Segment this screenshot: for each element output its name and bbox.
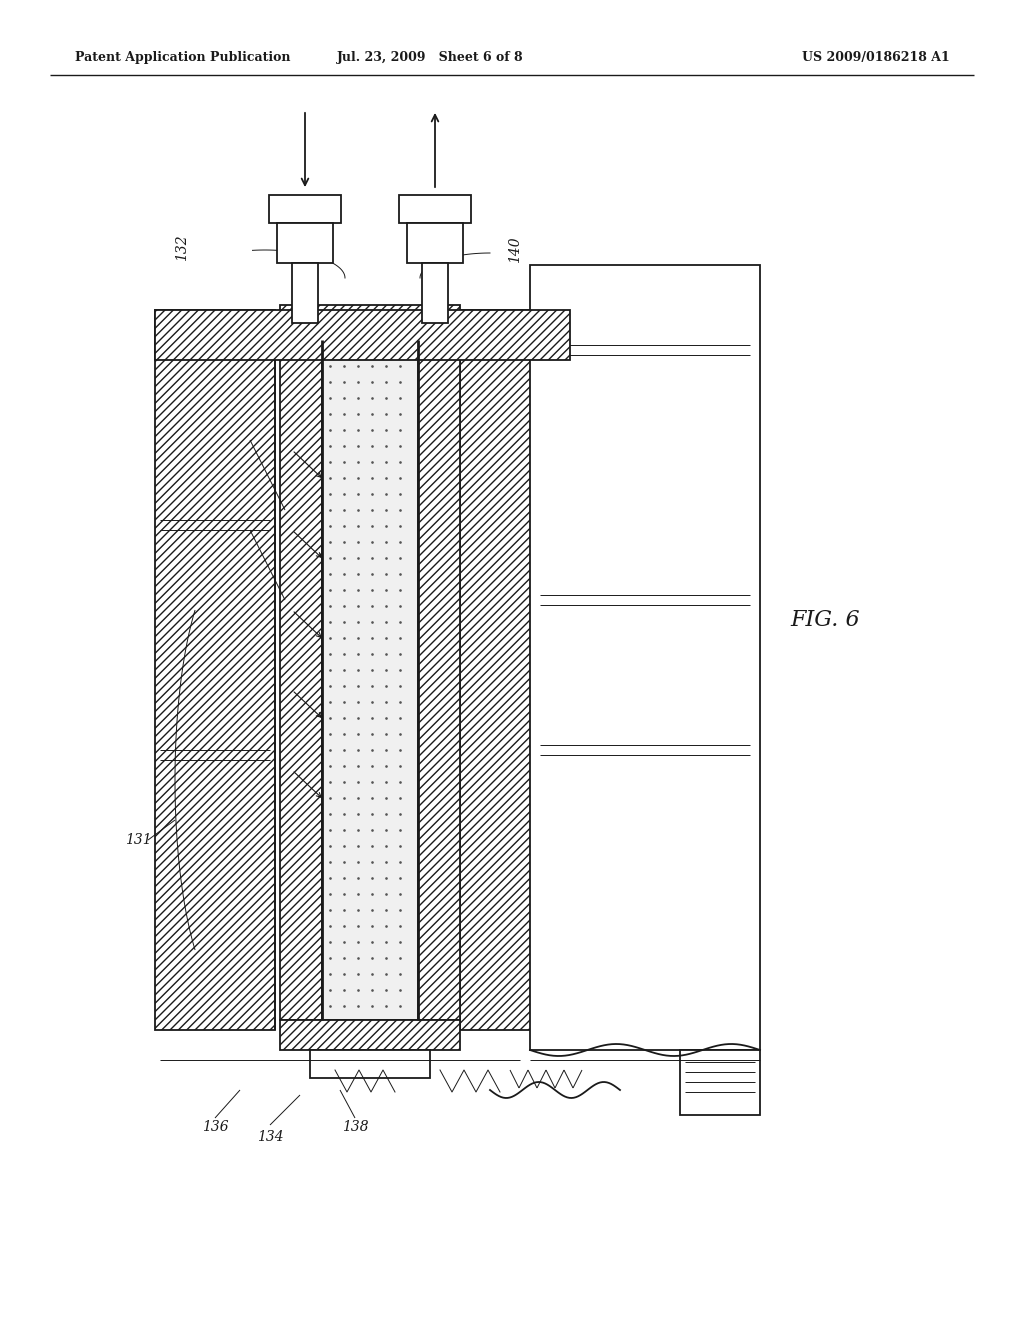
Bar — [269, 195, 341, 223]
Bar — [280, 305, 460, 341]
Bar — [292, 263, 318, 323]
Bar — [418, 341, 460, 1020]
Bar — [278, 223, 333, 263]
Bar — [530, 265, 760, 1049]
Bar — [680, 1049, 760, 1115]
Bar — [310, 1049, 430, 1078]
Bar — [155, 310, 570, 360]
Bar — [155, 310, 275, 1030]
Text: Jul. 23, 2009   Sheet 6 of 8: Jul. 23, 2009 Sheet 6 of 8 — [337, 51, 523, 65]
Text: US 2009/0186218 A1: US 2009/0186218 A1 — [802, 51, 950, 65]
Text: 131: 131 — [125, 833, 152, 847]
Text: FIG. 6: FIG. 6 — [790, 609, 859, 631]
Bar — [407, 223, 463, 263]
Bar — [399, 195, 471, 223]
Bar — [322, 341, 418, 1020]
Bar — [460, 310, 570, 1030]
Text: 140: 140 — [508, 236, 522, 263]
Text: 132: 132 — [175, 235, 189, 261]
Bar — [422, 263, 449, 323]
Text: 134: 134 — [257, 1130, 284, 1144]
Bar — [280, 1020, 460, 1049]
Bar — [280, 341, 322, 1020]
Text: 136: 136 — [202, 1119, 228, 1134]
Text: Patent Application Publication: Patent Application Publication — [75, 51, 291, 65]
Text: 138: 138 — [342, 1119, 369, 1134]
